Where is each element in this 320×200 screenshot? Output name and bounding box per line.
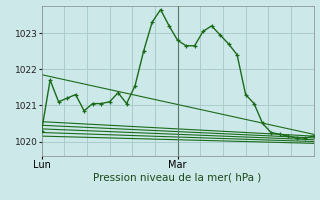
X-axis label: Pression niveau de la mer( hPa ): Pression niveau de la mer( hPa ) xyxy=(93,173,262,183)
